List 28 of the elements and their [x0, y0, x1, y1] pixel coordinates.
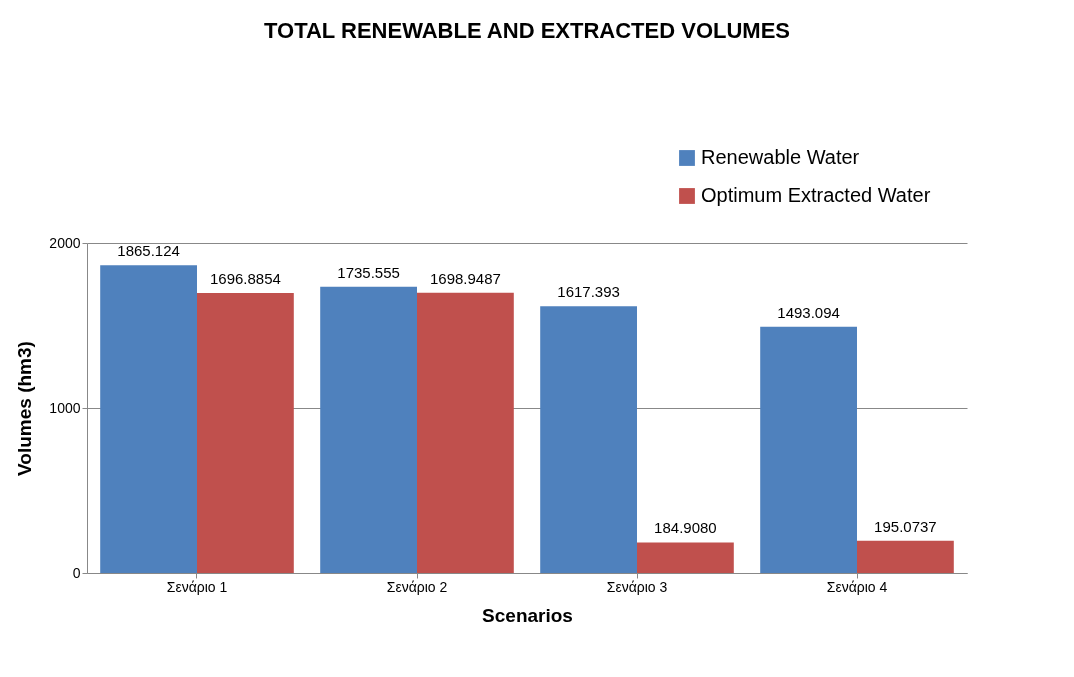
data-label: 1735.555 — [337, 263, 400, 281]
data-label: 1617.393 — [557, 283, 620, 301]
data-label: 195.0737 — [874, 517, 937, 535]
data-label: 1493.094 — [777, 303, 840, 321]
bar — [540, 306, 637, 573]
legend-label: Renewable Water — [701, 146, 860, 168]
y-tick-label: 2000 — [49, 234, 81, 251]
x-tick-label: Σενάριο 4 — [826, 578, 888, 595]
chart-title: TOTAL RENEWABLE AND EXTRACTED VOLUMES — [264, 18, 790, 43]
bar — [320, 286, 417, 573]
bar — [197, 293, 294, 573]
y-tick-label: 0 — [72, 564, 81, 581]
bar — [100, 265, 197, 573]
bar — [637, 542, 734, 573]
y-axis-title: Volumes (hm3) — [14, 341, 36, 476]
bar — [857, 540, 954, 573]
data-label: 1865.124 — [117, 242, 180, 260]
x-tick-label: Σενάριο 2 — [386, 578, 448, 595]
data-label: 1698.9487 — [429, 269, 501, 287]
y-tick-label: 1000 — [49, 399, 81, 416]
bar — [417, 292, 514, 573]
x-tick-label: Σενάριο 1 — [166, 578, 228, 595]
legend-label: Optimum Extracted Water — [701, 184, 931, 206]
data-label: 1696.8854 — [209, 270, 281, 288]
x-axis-title: Scenarios — [482, 604, 573, 626]
x-tick-label: Σενάριο 3 — [606, 578, 668, 595]
bar — [760, 326, 857, 573]
data-label: 184.9080 — [654, 519, 717, 537]
